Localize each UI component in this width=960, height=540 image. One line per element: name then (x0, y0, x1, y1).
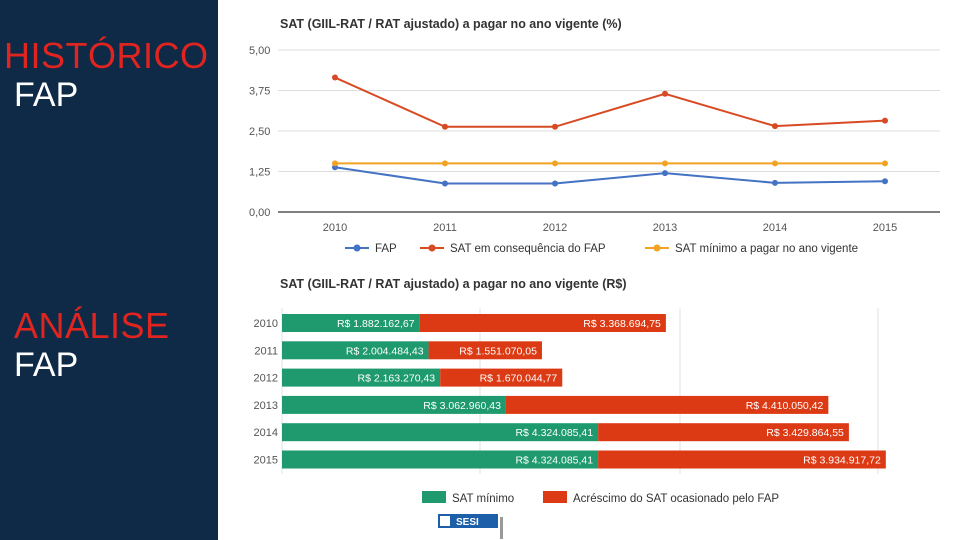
line-legend-label: SAT em consequência do FAP (450, 243, 606, 255)
line-point (662, 90, 668, 97)
line-chart-x-tick: 2010 (323, 222, 347, 234)
line-point (442, 160, 448, 167)
line-point (552, 160, 558, 167)
line-series-0 (334, 166, 886, 185)
bar-chart-title: SAT (GIIL-RAT / RAT ajustado) a pagar no… (280, 277, 627, 291)
historico-fap-heading: HISTÓRICO FAP (0, 35, 218, 115)
sesi-logo-mark (440, 516, 450, 526)
sesi-logo-box (438, 514, 498, 528)
bar-value-label: R$ 2.163.270,43 (358, 373, 436, 385)
bar-legend-swatch (543, 491, 567, 503)
bar-value-label: R$ 3.934.917,72 (803, 455, 881, 467)
sesi-logo-text: SESI (456, 517, 479, 528)
bar-value-label: R$ 2.004.484,43 (346, 345, 424, 357)
line-point (332, 160, 338, 167)
bar-legend-label: SAT mínimo (452, 493, 514, 505)
bar-chart-y-tick: 2010 (254, 318, 278, 330)
bar-value-label: R$ 1.882.162,67 (337, 318, 415, 330)
line-chart-title: SAT (GIIL-RAT / RAT ajustado) a pagar no… (280, 17, 622, 31)
line-chart-x-tick: 2015 (873, 222, 897, 234)
bar-value-label: R$ 4.324.085,41 (515, 427, 593, 439)
analise-fap-label: FAP (14, 346, 79, 384)
bar-segment-1 (419, 314, 666, 332)
line-legend-label: SAT mínimo a pagar no ano vigente (675, 243, 858, 255)
bar-segment-1 (598, 450, 886, 469)
bar-legend-label: Acréscimo do SAT ocasionado pelo FAP (573, 493, 779, 505)
analise-label: ANÁLISE (14, 305, 170, 346)
line-chart-y-tick: 1,25 (249, 167, 270, 179)
bar-chart-y-tick: 2015 (254, 455, 278, 467)
line-chart-x-tick: 2011 (433, 222, 457, 234)
line-point (332, 74, 338, 81)
line-point (552, 180, 558, 187)
line-chart-x-tick: 2013 (653, 222, 677, 234)
line-point (772, 179, 778, 186)
bar-segment-1 (440, 368, 563, 387)
bar-chart-y-tick: 2011 (254, 345, 278, 357)
bar-value-label: R$ 3.368.694,75 (583, 318, 661, 330)
historico-label: HISTÓRICO (4, 35, 209, 76)
bar-value-label: R$ 3.062.960,43 (423, 400, 501, 412)
line-chart-y-tick: 2,50 (249, 126, 270, 138)
bar-segment-0 (282, 341, 429, 360)
bar-segment-0 (282, 423, 599, 442)
historico-fap-label: FAP (14, 76, 79, 114)
line-point (882, 117, 888, 124)
bar-value-label: R$ 1.551.070,05 (459, 345, 537, 357)
line-point (662, 170, 668, 177)
line-chart-y-tick: 5,00 (249, 45, 270, 57)
line-point (772, 123, 778, 130)
line-chart-y-tick: 0,00 (249, 207, 270, 219)
bar-segment-1 (428, 341, 542, 360)
bar-chart-y-tick: 2012 (254, 373, 278, 385)
line-point (662, 160, 668, 167)
line-chart: SAT (GIIL-RAT / RAT ajustado) a pagar no… (249, 17, 940, 255)
line-legend-marker (428, 244, 436, 252)
bar-segment-0 (282, 368, 441, 387)
bar-value-label: R$ 4.410.050,42 (746, 400, 824, 412)
line-legend-label: FAP (375, 243, 397, 255)
line-legend-marker (653, 244, 661, 252)
line-legend-marker (353, 244, 361, 252)
footer-divider (500, 517, 503, 539)
bar-value-label: R$ 3.429.864,55 (766, 427, 844, 439)
bar-segment-0 (282, 395, 506, 414)
bar-chart-y-tick: 2013 (254, 400, 278, 412)
analise-fap-heading: ANÁLISE FAP (0, 305, 218, 385)
bar-segment-1 (598, 423, 849, 442)
bar-segment-1 (505, 395, 829, 414)
line-chart-y-tick: 3,75 (249, 86, 270, 98)
line-point (882, 178, 888, 185)
bar-value-label: R$ 1.670.044,77 (480, 373, 558, 385)
bar-segment-0 (282, 450, 599, 469)
bar-segment-0 (282, 314, 420, 332)
bar-chart-y-tick: 2014 (254, 427, 278, 439)
line-point (882, 160, 888, 167)
line-point (772, 160, 778, 167)
line-series-1 (334, 76, 886, 128)
bar-value-label: R$ 4.324.085,41 (515, 455, 593, 467)
line-chart-x-tick: 2014 (763, 222, 787, 234)
line-point (442, 180, 448, 187)
sesi-logo: SESI (438, 514, 503, 539)
line-point (442, 123, 448, 130)
bar-legend-swatch (422, 491, 446, 503)
line-point (552, 123, 558, 130)
sidebar: HISTÓRICO FAP ANÁLISE FAP (0, 0, 218, 540)
bar-chart: SAT (GIIL-RAT / RAT ajustado) a pagar no… (254, 277, 886, 505)
line-chart-x-tick: 2012 (543, 222, 567, 234)
